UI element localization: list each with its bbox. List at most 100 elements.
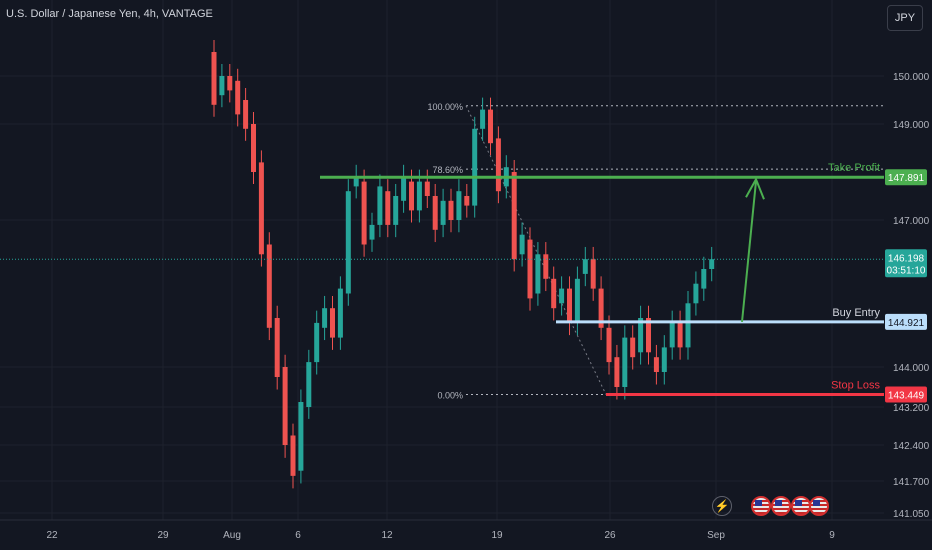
candle-body: [646, 318, 651, 353]
current-price-label: 146.198: [888, 253, 925, 264]
candle-body: [590, 259, 596, 289]
candle-body: [274, 318, 280, 377]
buy-entry-badge: [885, 313, 927, 330]
candle-body: [511, 172, 517, 260]
candle-body: [345, 191, 351, 294]
candle-body: [401, 176, 407, 201]
candle-body: [653, 357, 659, 372]
us-flag-icon[interactable]: [771, 496, 791, 516]
candle-body: [488, 109, 493, 144]
stop-loss-price: 143.449: [888, 391, 925, 402]
price-tick-label: 150.000: [893, 72, 930, 83]
chart-grid: [0, 0, 884, 520]
price-axis: 150.000 149.000 147.000 144.000 143.200 142.4…: [893, 72, 930, 520]
flash-icon[interactable]: ⚡: [712, 496, 732, 516]
price-tick-label: 143.200: [893, 403, 930, 414]
price-tick-label: 142.400: [893, 441, 930, 452]
candle-body: [480, 109, 486, 129]
candle-body: [614, 357, 620, 387]
candle-body: [409, 181, 414, 211]
us-flag-icon[interactable]: [809, 496, 829, 516]
time-tick-label: 26: [604, 530, 616, 541]
time-axis: 22 29 Aug 6 12 19 26 Sep 9: [0, 519, 932, 541]
projection-arrow-head: [745, 176, 765, 200]
chart-title: U.S. Dollar / Japanese Yen, 4h, VANTAGE: [6, 8, 213, 20]
candle-body: [314, 322, 320, 363]
candle-body: [266, 244, 272, 328]
time-tick-label: 12: [381, 530, 393, 541]
currency-button[interactable]: JPY: [887, 5, 923, 31]
current-price-badge: [885, 249, 927, 278]
candle-body: [638, 318, 644, 353]
candle-body: [330, 308, 335, 338]
candle-body: [393, 196, 399, 225]
candle-body: [551, 278, 557, 309]
candle-body: [606, 327, 612, 363]
buy-entry-price: 144.921: [888, 318, 925, 329]
time-tick-label: 29: [157, 530, 169, 541]
candle-body: [582, 259, 588, 274]
price-tick-label: 141.050: [893, 509, 930, 520]
fib-level-label: 0.00%: [437, 391, 463, 401]
price-tick-label: 141.700: [893, 477, 930, 488]
candle-body: [211, 52, 217, 105]
candle-body: [598, 288, 604, 328]
buy-entry-label: Buy Entry: [832, 307, 880, 319]
candle-body: [282, 367, 288, 445]
candle-body: [567, 288, 572, 323]
us-flag-icon[interactable]: [791, 496, 811, 516]
candle-body: [337, 288, 343, 338]
candle-body: [630, 337, 636, 358]
time-tick-label: 22: [46, 530, 58, 541]
candle-body: [527, 239, 533, 299]
candle-body: [685, 303, 691, 348]
stop-loss-badge: [885, 386, 927, 403]
candle-body: [219, 76, 225, 96]
price-tick-label: 147.000: [893, 216, 930, 227]
projection-arrow: [741, 181, 757, 323]
time-tick-label: Sep: [707, 530, 725, 541]
candle-body: [519, 234, 525, 255]
candle-body: [440, 200, 446, 225]
fib-level-label: 78.60%: [432, 165, 463, 175]
candle-body: [559, 288, 565, 304]
candle-body: [416, 181, 422, 211]
candle-body: [227, 76, 233, 91]
candle-body: [661, 347, 667, 372]
countdown-label: 03:51:10: [887, 265, 926, 276]
stop-loss-label: Stop Loss: [831, 380, 880, 392]
candle-body: [677, 322, 683, 348]
candle-series: [211, 40, 715, 489]
price-tick-label: 149.000: [893, 120, 930, 131]
candle-body: [535, 254, 541, 294]
fib-trend-line: [465, 105, 607, 395]
candle-body: [448, 200, 454, 220]
candle-body: [709, 259, 715, 269]
candle-body: [574, 278, 580, 323]
time-tick-label: 19: [491, 530, 503, 541]
candle-body: [385, 191, 391, 225]
candle-body: [472, 128, 478, 206]
candle-body: [298, 402, 304, 471]
candle-body: [456, 191, 462, 220]
fib-level-label: 100.00%: [427, 102, 463, 112]
candle-body: [464, 196, 470, 206]
take-profit-price: 147.891: [888, 173, 925, 184]
candle-body: [258, 162, 264, 255]
candle-body: [693, 283, 699, 304]
candle-body: [669, 322, 675, 348]
candle-body: [361, 181, 367, 245]
fibonacci-retracement: 100.00% 78.60% 0.00%: [427, 102, 884, 401]
candle-body: [235, 80, 241, 115]
candle-body: [377, 186, 383, 225]
candle-body: [306, 362, 312, 407]
candle-body: [251, 124, 256, 172]
price-tick-label: 144.000: [893, 363, 930, 374]
take-profit-badge: [885, 169, 927, 186]
candle-body: [701, 269, 707, 289]
candle-body: [622, 337, 628, 387]
us-flag-icon[interactable]: [751, 496, 771, 516]
candle-body: [369, 224, 375, 240]
